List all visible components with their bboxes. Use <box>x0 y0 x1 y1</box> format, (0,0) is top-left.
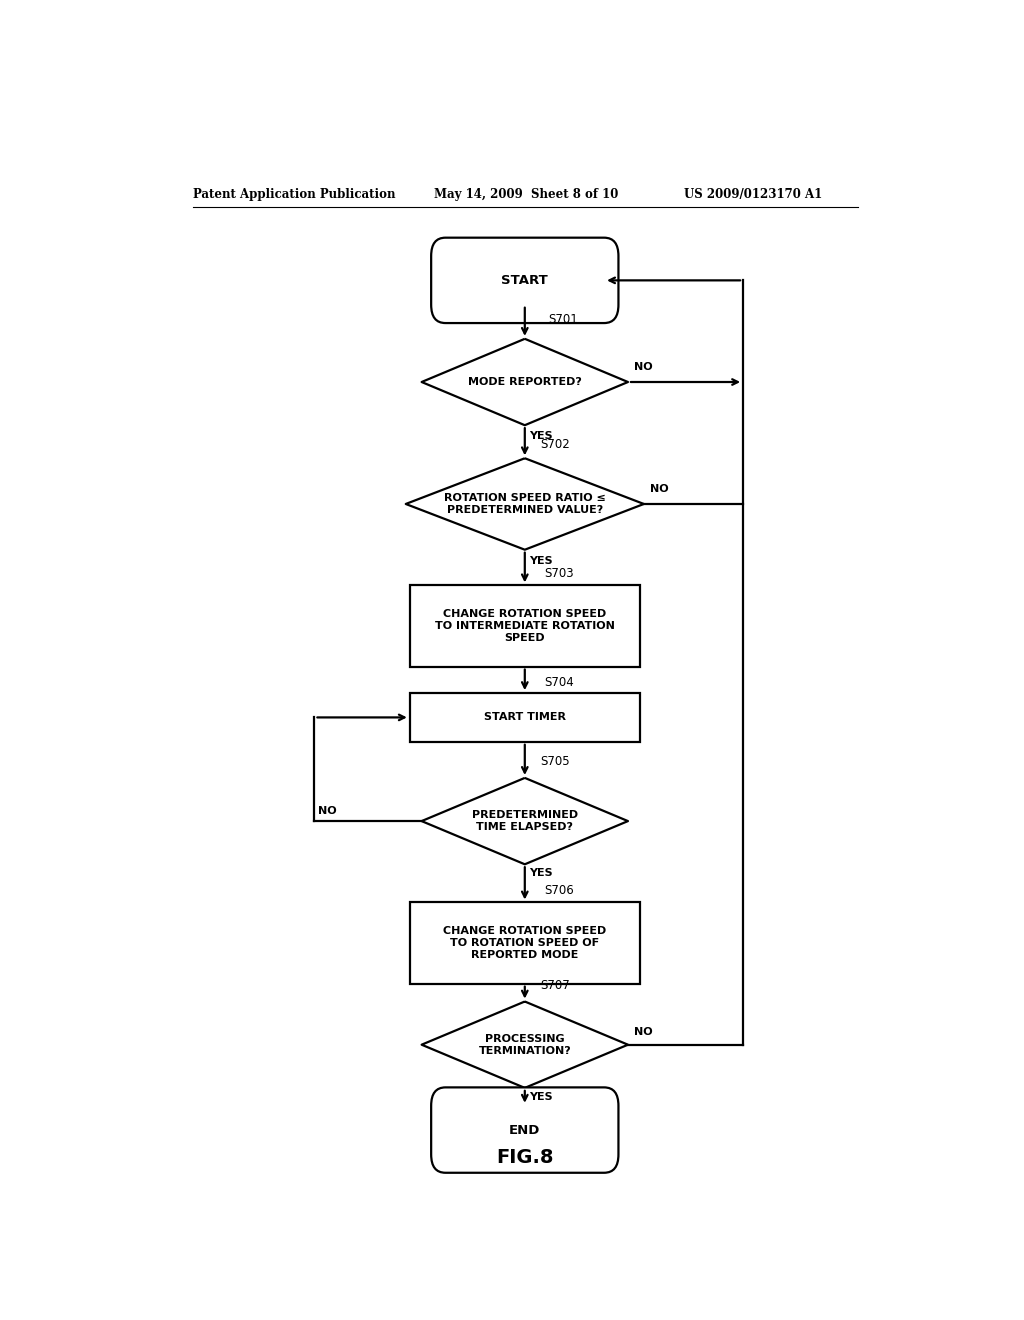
Text: START TIMER: START TIMER <box>483 713 566 722</box>
Polygon shape <box>422 1002 628 1088</box>
Text: S705: S705 <box>541 755 570 768</box>
Text: PROCESSING
TERMINATION?: PROCESSING TERMINATION? <box>478 1034 571 1056</box>
FancyBboxPatch shape <box>431 1088 618 1172</box>
Text: NO: NO <box>650 484 669 494</box>
Text: S701: S701 <box>549 313 579 326</box>
Text: ROTATION SPEED RATIO ≤
PREDETERMINED VALUE?: ROTATION SPEED RATIO ≤ PREDETERMINED VAL… <box>443 492 606 515</box>
Bar <box>410 693 640 742</box>
Text: S702: S702 <box>541 438 570 451</box>
Text: YES: YES <box>528 1092 552 1102</box>
Bar <box>410 585 640 667</box>
Text: S703: S703 <box>545 568 574 581</box>
Text: YES: YES <box>528 432 552 441</box>
Text: Patent Application Publication: Patent Application Publication <box>194 189 395 202</box>
Text: S704: S704 <box>545 676 574 689</box>
Text: NO: NO <box>318 807 337 816</box>
Polygon shape <box>422 777 628 865</box>
Text: PREDETERMINED
TIME ELAPSED?: PREDETERMINED TIME ELAPSED? <box>472 810 578 833</box>
Text: YES: YES <box>528 556 552 566</box>
Text: YES: YES <box>528 869 552 878</box>
Polygon shape <box>422 339 628 425</box>
Text: S707: S707 <box>541 979 570 991</box>
Text: May 14, 2009  Sheet 8 of 10: May 14, 2009 Sheet 8 of 10 <box>433 189 617 202</box>
Text: END: END <box>509 1123 541 1137</box>
Polygon shape <box>406 458 644 549</box>
Text: MODE REPORTED?: MODE REPORTED? <box>468 378 582 387</box>
Text: CHANGE ROTATION SPEED
TO ROTATION SPEED OF
REPORTED MODE: CHANGE ROTATION SPEED TO ROTATION SPEED … <box>443 925 606 961</box>
Text: FIG.8: FIG.8 <box>496 1147 554 1167</box>
Text: NO: NO <box>634 362 653 372</box>
Text: S706: S706 <box>545 884 574 898</box>
Text: NO: NO <box>634 1027 653 1036</box>
Text: US 2009/0123170 A1: US 2009/0123170 A1 <box>684 189 822 202</box>
Bar <box>410 903 640 983</box>
Text: CHANGE ROTATION SPEED
TO INTERMEDIATE ROTATION
SPEED: CHANGE ROTATION SPEED TO INTERMEDIATE RO… <box>435 609 614 643</box>
Text: START: START <box>502 273 548 286</box>
FancyBboxPatch shape <box>431 238 618 323</box>
